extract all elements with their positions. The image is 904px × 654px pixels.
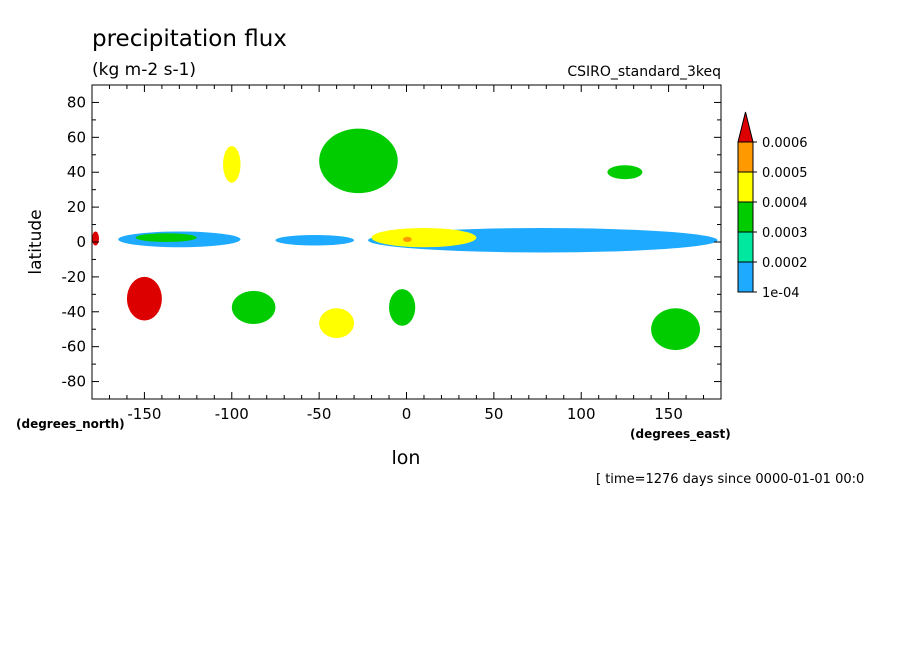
colorbar-label: 1e-04 xyxy=(762,286,800,301)
y-tick-label: -80 xyxy=(62,373,87,391)
chart-title: precipitation flux xyxy=(92,26,287,52)
colorbar-label: 0.0003 xyxy=(762,226,808,241)
contour-feature-13 xyxy=(607,165,643,180)
y-tick-label: 20 xyxy=(67,198,86,216)
x-tick-label: 150 xyxy=(654,405,683,423)
x-tick-label: 0 xyxy=(402,405,412,423)
y-tick-label: 40 xyxy=(67,163,86,181)
x-tick-label: -150 xyxy=(127,405,161,423)
colorbar-segment xyxy=(737,231,754,263)
contour-feature-6 xyxy=(92,231,99,246)
contour-feature-12 xyxy=(231,290,276,324)
contour-feature-7 xyxy=(126,276,162,321)
colorbar-label: 0.0002 xyxy=(762,256,808,271)
colorbar-label: 0.0006 xyxy=(762,136,808,151)
contour-feature-10 xyxy=(319,308,355,338)
contour-feature-14 xyxy=(651,308,701,351)
contour-feature-1 xyxy=(135,233,197,242)
x-axis-ticks: -150 -100 -50 0 50 100 150 xyxy=(91,85,722,423)
contour-feature-9 xyxy=(319,128,398,194)
y-tick-label: -40 xyxy=(62,303,87,321)
contour-feature-4 xyxy=(371,228,477,248)
colorbar-segment xyxy=(737,171,754,203)
colorbar-segment xyxy=(737,141,754,173)
y-tick-label: 0 xyxy=(76,233,86,251)
y-tick-label: 80 xyxy=(67,93,86,111)
contour-feature-2 xyxy=(275,235,355,246)
contour-feature-11 xyxy=(389,289,416,326)
contour-feature-8 xyxy=(223,146,241,183)
x-tick-label: 50 xyxy=(484,405,503,423)
colorbar-segment xyxy=(737,261,754,293)
contour-layer xyxy=(92,128,718,351)
contour-feature-5 xyxy=(403,236,412,242)
x-axis-label: lon xyxy=(392,447,421,469)
y-tick-label: -20 xyxy=(62,268,87,286)
y-axis-label: latitude xyxy=(26,209,46,274)
y-axis-ticks: 80 60 40 20 0 -20 -40 -60 -80 xyxy=(62,84,721,400)
y-tick-label: 60 xyxy=(67,128,86,146)
y-units-label: (degrees_north) xyxy=(16,417,125,432)
x-tick-label: 100 xyxy=(567,405,596,423)
dataset-label: CSIRO_standard_3keq xyxy=(567,64,721,80)
colorbar: 1e-04 0.0002 0.0003 0.0004 0.0005 0.0006 xyxy=(737,111,808,301)
colorbar-label: 0.0005 xyxy=(762,166,808,181)
colorbar-segment xyxy=(737,201,754,233)
time-label: [ time=1276 days since 0000-01-01 00:0 xyxy=(596,472,864,487)
colorbar-label: 0.0004 xyxy=(762,196,808,211)
x-units-label: (degrees_east) xyxy=(630,427,731,442)
x-tick-label: -100 xyxy=(215,405,249,423)
y-tick-label: -60 xyxy=(62,338,87,356)
chart-subtitle: (kg m-2 s-1) xyxy=(92,60,196,80)
x-tick-label: -50 xyxy=(307,405,332,423)
colorbar-triangle xyxy=(737,111,754,143)
